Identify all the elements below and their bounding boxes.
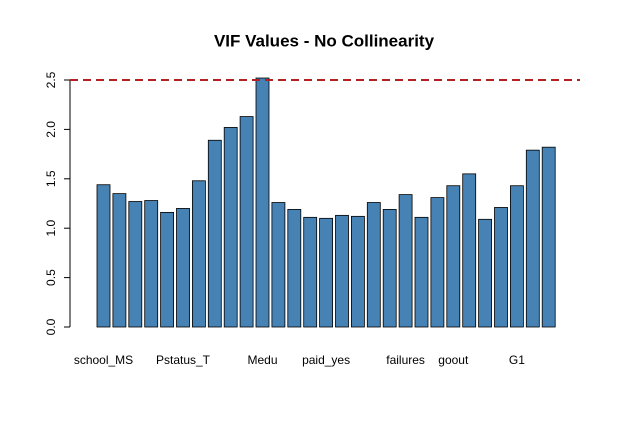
bar	[191, 180, 206, 328]
bar	[239, 116, 254, 328]
bar	[350, 215, 365, 328]
x-tick-label: G1	[509, 353, 525, 367]
bar	[287, 209, 302, 328]
bar	[160, 211, 175, 328]
chart-title: VIF Values - No Collinearity	[214, 31, 435, 50]
x-tick-label: Pstatus_T	[156, 353, 211, 367]
bar	[319, 217, 334, 328]
y-tick-label: 1.5	[44, 170, 58, 187]
x-tick-label: school_MS	[74, 353, 133, 367]
bar	[414, 216, 429, 328]
bar	[398, 194, 413, 328]
y-tick-label: 1.0	[44, 220, 58, 237]
bar	[430, 197, 445, 328]
x-tick-label: goout	[438, 353, 469, 367]
bar	[541, 146, 556, 328]
bar	[128, 201, 143, 328]
bar	[525, 149, 540, 328]
x-tick-label: Medu	[247, 353, 277, 367]
bar	[462, 173, 477, 328]
x-tick-label: paid_yes	[302, 353, 350, 367]
bar	[207, 139, 222, 328]
bar	[223, 127, 238, 328]
bar	[366, 202, 381, 328]
bar	[494, 207, 508, 328]
bar	[478, 218, 493, 328]
bar	[446, 185, 461, 328]
bar	[112, 193, 127, 328]
y-tick-label: 2.5	[44, 71, 58, 88]
x-tick-label: failures	[386, 353, 425, 367]
y-tick-label: 0.5	[44, 269, 58, 286]
bar	[303, 216, 318, 328]
bar	[382, 209, 397, 328]
bar	[509, 185, 524, 328]
y-tick-label: 0.0	[44, 318, 58, 335]
bar	[176, 208, 190, 328]
y-tick-label: 2.0	[44, 121, 58, 138]
bar	[144, 200, 159, 328]
bar	[335, 214, 349, 328]
bar	[255, 77, 270, 328]
bar	[271, 202, 286, 328]
bar	[96, 184, 111, 328]
